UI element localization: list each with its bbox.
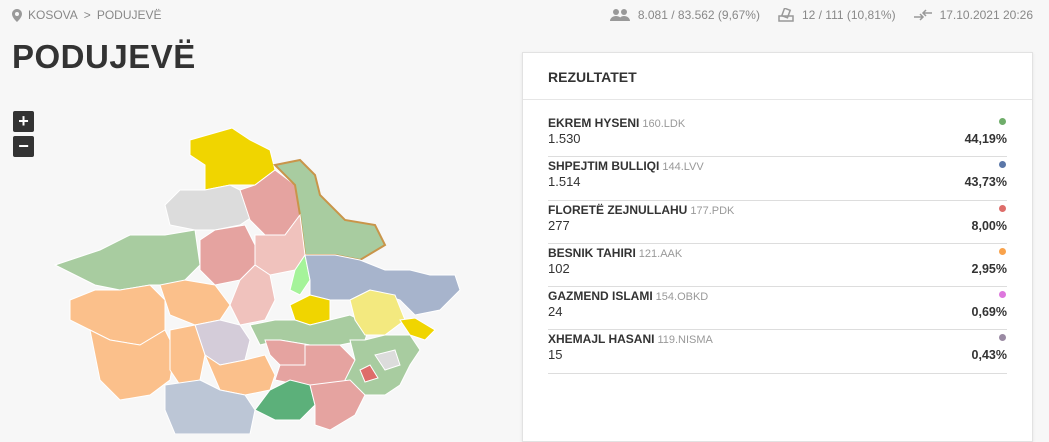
map-region[interactable] xyxy=(309,379,366,431)
map-region[interactable] xyxy=(229,264,276,326)
candidate-row[interactable]: EKREM HYSENI 160.LDK 1.530 44,19% xyxy=(548,114,1007,158)
party-color-dot-icon xyxy=(999,247,1006,255)
map-region[interactable] xyxy=(254,379,316,421)
party-color-dot-icon xyxy=(999,161,1006,169)
breadcrumb-separator: > xyxy=(83,8,91,22)
page-title: PODUJEVË xyxy=(12,38,196,75)
party-color-dot-icon xyxy=(999,291,1006,299)
candidate-name: SHPEJTIM BULLIQI 144.LVV xyxy=(548,159,704,174)
turnout-text: 8.081 / 83.562 (9,67%) xyxy=(637,8,760,22)
candidate-votes: 102 xyxy=(548,260,570,276)
candidate-party: 160.LDK xyxy=(642,118,686,130)
map-pin-icon xyxy=(12,8,22,22)
breadcrumb-kosova[interactable]: KOSOVA xyxy=(28,8,78,22)
updated-text: 17.10.2021 20:26 xyxy=(939,8,1033,22)
top-bar: KOSOVA > PODUJEVË 8.081 / 83.562 (9,67%)… xyxy=(0,0,1049,30)
candidate-name: XHEMAJL HASANI 119.NISMA xyxy=(548,332,713,347)
party-color-dot-icon xyxy=(999,204,1006,212)
breadcrumb-current: PODUJEVË xyxy=(96,8,162,22)
candidate-row[interactable]: SHPEJTIM BULLIQI 144.LVV 1.514 43,73% xyxy=(548,157,1007,201)
candidate-name: BESNIK TAHIRI 121.AAK xyxy=(548,245,683,260)
map-region[interactable] xyxy=(349,289,406,336)
candidate-votes: 277 xyxy=(548,217,570,233)
candidate-votes: 1.514 xyxy=(548,174,581,190)
candidate-row[interactable]: GAZMEND ISLAMI 154.OBKD 24 0,69% xyxy=(548,287,1007,331)
stats: 8.081 / 83.562 (9,67%) 12 / 111 (10,81%)… xyxy=(609,8,1033,22)
zoom-in-button[interactable]: + xyxy=(13,111,34,132)
map-region[interactable] xyxy=(264,339,311,366)
candidate-party: 121.AAK xyxy=(638,247,683,260)
map-region[interactable] xyxy=(69,284,166,346)
map-region[interactable] xyxy=(159,279,231,326)
turnout-stat: 8.081 / 83.562 (9,67%) xyxy=(609,8,760,22)
stations-stat: 12 / 111 (10,81%) xyxy=(778,8,896,22)
zoom-out-button[interactable]: − xyxy=(13,136,34,157)
candidate-percent: 44,19% xyxy=(964,132,1007,146)
ballot-box-icon xyxy=(778,8,794,22)
candidate-list: EKREM HYSENI 160.LDK 1.530 44,19% SHPEJTIM… xyxy=(523,100,1032,374)
breadcrumb: KOSOVA > PODUJEVË xyxy=(12,8,162,22)
results-title: REZULTATET xyxy=(523,53,1032,100)
candidate-party: 144.LVV xyxy=(662,161,704,174)
candidate-votes: 24 xyxy=(548,304,563,320)
candidate-name: FLORETË ZEJNULLAHU 177.PDK xyxy=(548,202,735,217)
candidate-votes: 15 xyxy=(548,347,563,363)
candidate-votes: 1.530 xyxy=(548,131,581,146)
candidate-party: 177.PDK xyxy=(690,204,735,217)
party-color-dot-icon xyxy=(999,118,1006,125)
map-region[interactable] xyxy=(399,317,436,341)
candidate-percent: 2,95% xyxy=(971,261,1007,276)
kosovo-map[interactable] xyxy=(0,100,500,434)
map-region[interactable] xyxy=(89,329,176,401)
candidate-row[interactable]: FLORETË ZEJNULLAHU 177.PDK 277 8,00% xyxy=(548,201,1007,244)
candidate-party: 154.OBKD xyxy=(655,291,709,304)
candidate-percent: 43,73% xyxy=(964,175,1007,190)
candidate-percent: 0,69% xyxy=(971,305,1007,320)
candidate-percent: 8,00% xyxy=(971,218,1007,233)
candidate-name: GAZMEND ISLAMI 154.OBKD xyxy=(548,289,709,304)
people-icon xyxy=(609,9,630,21)
candidate-name: EKREM HYSENI 160.LDK xyxy=(548,116,686,130)
candidate-party: 119.NISMA xyxy=(657,334,713,347)
party-color-dot-icon xyxy=(999,334,1006,342)
candidate-row[interactable]: XHEMAJL HASANI 119.NISMA 15 0,43% xyxy=(548,330,1007,374)
updated-stat: 17.10.2021 20:26 xyxy=(913,8,1033,22)
candidate-row[interactable]: BESNIK TAHIRI 121.AAK 102 2,95% xyxy=(548,244,1007,288)
results-panel: REZULTATET EKREM HYSENI 160.LDK 1.530 44,… xyxy=(522,52,1033,442)
map-region[interactable] xyxy=(359,364,379,383)
candidate-percent: 0,43% xyxy=(971,348,1007,363)
stations-text: 12 / 111 (10,81%) xyxy=(801,8,896,22)
map-region[interactable] xyxy=(289,253,311,296)
sync-arrows-icon xyxy=(913,9,932,21)
map-region[interactable] xyxy=(374,349,401,371)
map-region[interactable] xyxy=(164,379,256,434)
